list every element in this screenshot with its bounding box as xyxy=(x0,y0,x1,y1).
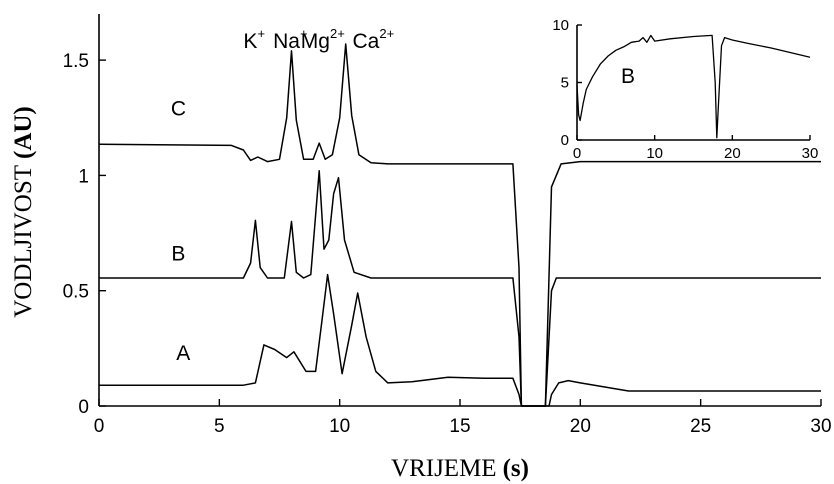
inset-x-tick-label: 20 xyxy=(724,145,741,162)
x-tick-label: 25 xyxy=(690,416,711,437)
peak-label: Ca2+ xyxy=(353,26,395,53)
peak-labels: K+ Na+Mg2+ Ca2+ xyxy=(243,26,394,53)
x-tick-label: 10 xyxy=(329,416,350,437)
inset-y-tick-label: 5 xyxy=(561,75,569,92)
inset-traces xyxy=(576,34,811,139)
inset-x-tick-label: 0 xyxy=(573,145,581,162)
inset-x-tick-label: 10 xyxy=(646,145,663,162)
series-B-label: B xyxy=(171,243,185,266)
y-tick-label: 1.5 xyxy=(63,51,89,72)
y-axis-label: VODLJIVOST(AU) xyxy=(10,106,37,318)
inset-y-ticks: 0 5 10 xyxy=(552,17,582,149)
inset-background xyxy=(576,16,811,160)
x-tick-label: 0 xyxy=(94,416,105,437)
x-axis-label: VRIJEME (s) xyxy=(391,455,529,482)
peak-label: Na+ xyxy=(273,26,307,53)
main-plot: 0 5 10 15 20 25 30 00.511.5 CBA K+ Na+Mg2+ Ca2+ … xyxy=(10,14,832,482)
inset-y-tick-label: 0 xyxy=(561,132,569,149)
peak-label: K+ xyxy=(243,26,265,53)
series-labels: C B A xyxy=(171,97,190,364)
inset-plot: 0 10 20 30 0 5 10 B xyxy=(552,16,818,162)
series-A-label: A xyxy=(176,342,190,365)
y-ticks: 0 0.5 1 1.5 xyxy=(63,51,106,418)
y-tick-label: 1 xyxy=(78,166,89,187)
series-C-label: C xyxy=(171,97,186,120)
series-B-line xyxy=(99,170,821,407)
inset-series-B-line xyxy=(576,34,811,139)
x-ticks: 0 5 10 15 20 25 30 xyxy=(94,399,832,437)
inset-series-label: B xyxy=(621,65,635,88)
x-tick-label: 15 xyxy=(449,416,470,437)
x-tick-label: 5 xyxy=(214,416,225,437)
series-A-line xyxy=(99,273,821,407)
peak-label: Mg2+ xyxy=(301,26,345,53)
y-tick-label: 0 xyxy=(78,397,89,418)
inset-x-tick-label: 30 xyxy=(802,145,819,162)
inset-y-tick-label: 10 xyxy=(552,17,569,34)
x-tick-label: 20 xyxy=(570,416,591,437)
x-tick-label: 30 xyxy=(810,416,831,437)
inset-x-ticks: 0 10 20 30 xyxy=(573,135,819,162)
y-tick-label: 0.5 xyxy=(63,282,89,303)
